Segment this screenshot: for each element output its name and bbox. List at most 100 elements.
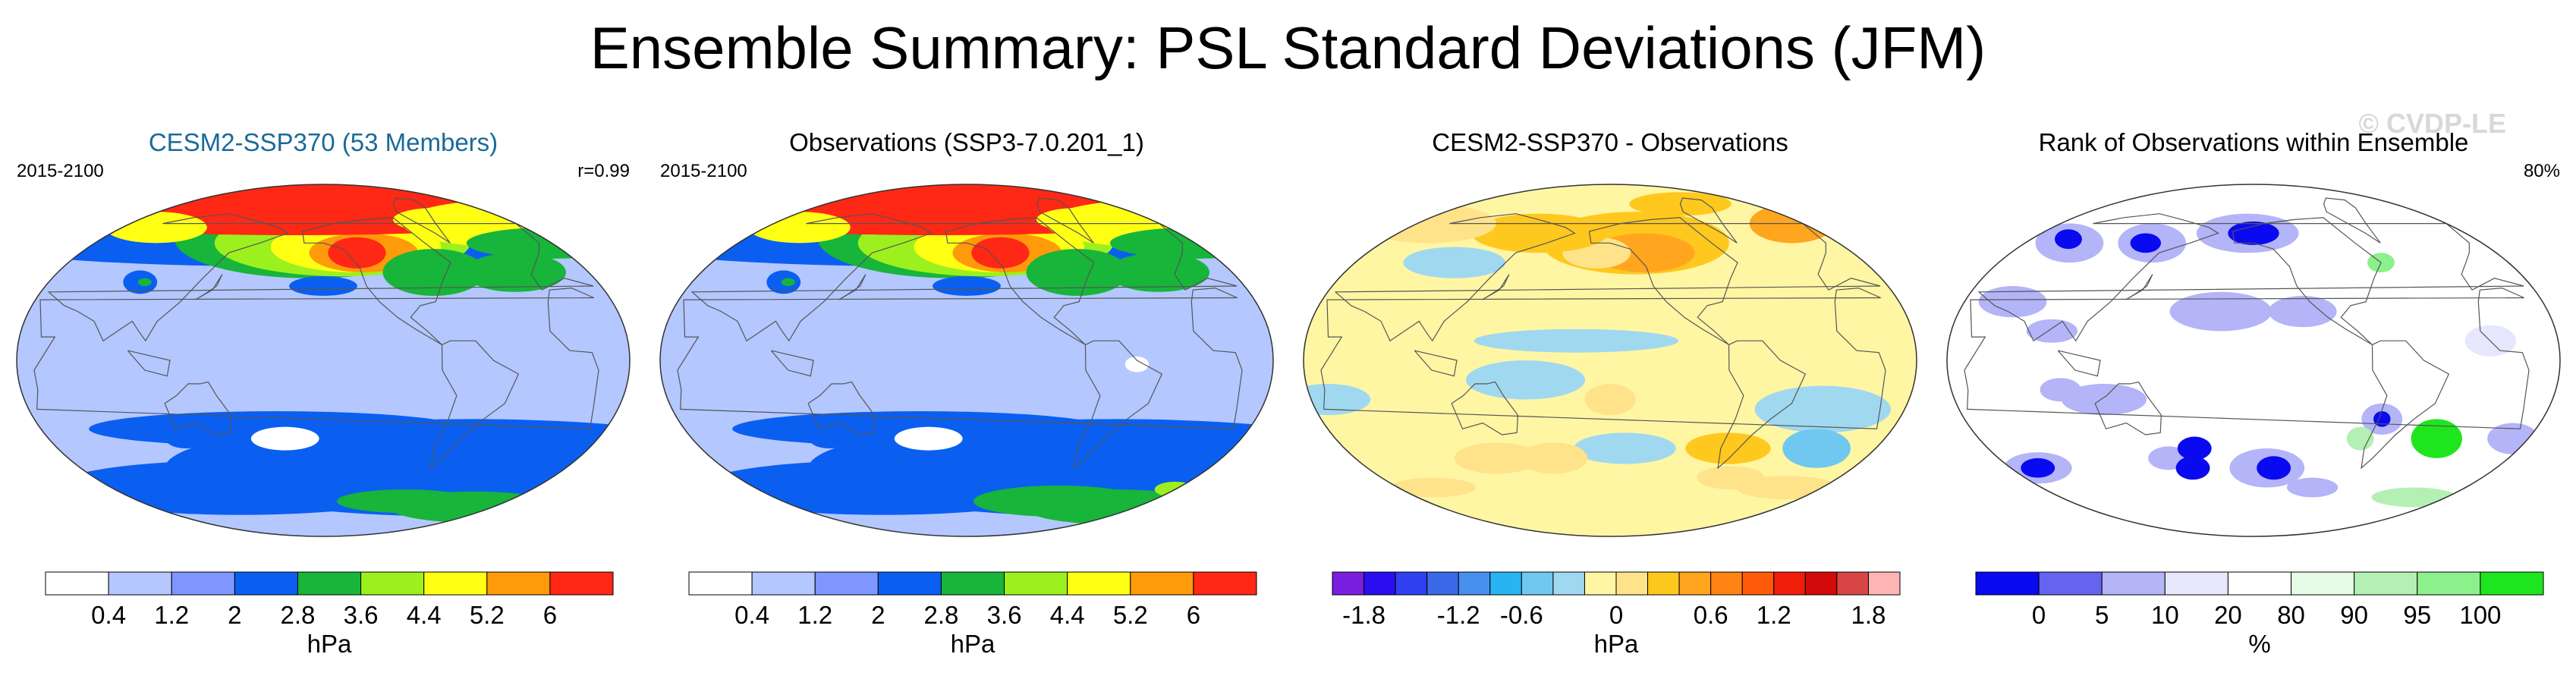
colorbar-box (877, 571, 942, 596)
contour-region (1107, 253, 1210, 292)
colorbar-box (1584, 571, 1617, 596)
panel-observations-std: Observations (SSP3-7.0.201_1) 2015-2100 … (645, 114, 1288, 675)
colorbar-tick-label: 6 (543, 601, 557, 629)
colorbar-box (1678, 571, 1712, 596)
map-field (1947, 184, 2560, 536)
contour-region (2130, 233, 2162, 253)
colorbar-box (1975, 571, 2040, 596)
colorbar-box (1332, 571, 1365, 596)
contour-region (1574, 432, 1676, 464)
colorbar-tick-label: 1.2 (1757, 601, 1791, 629)
colorbar-box (1395, 571, 1428, 596)
colorbar: 0 5 10 20 80 90 95 100% (1975, 571, 2544, 658)
coastline (1588, 217, 1738, 345)
coastline (1451, 381, 1519, 435)
period-label: 2015-2100 (660, 161, 747, 181)
colorbar-tick-label: 3.6 (987, 601, 1022, 629)
colorbar-box (1426, 571, 1459, 596)
coastline (1414, 350, 1458, 377)
coastline (2094, 381, 2162, 435)
contour-region (1782, 429, 1851, 468)
contour-region (781, 278, 795, 287)
panel-rank: Rank of Observations within Ensemble 80%… (1932, 114, 2575, 675)
colorbar-box (423, 571, 488, 596)
colorbar-tick-label: 1.2 (797, 601, 832, 629)
contour-region (105, 212, 207, 244)
colorbar: 0.4 1.2 2 2.8 3.6 4.4 5.2 6 hPa (688, 571, 1257, 658)
colorbar-tick-label: 95 (2403, 601, 2431, 629)
coastline (127, 350, 171, 377)
coastline (1964, 287, 2530, 429)
colorbar-tick-label: -0.6 (1500, 601, 1543, 629)
contour-region (2257, 456, 2291, 480)
map (16, 184, 631, 537)
coastline (1036, 197, 1094, 244)
contour-region (137, 278, 152, 287)
colorbar-tick-label: 100 (2459, 601, 2501, 629)
contour-region (2286, 477, 2339, 498)
figure-title: Ensemble Summary: PSL Standard Deviation… (590, 14, 1986, 81)
colorbar-box (2480, 571, 2544, 596)
contour-region (250, 426, 319, 451)
colorbar-tick-label: 5.2 (470, 601, 505, 629)
contour-region (288, 444, 493, 492)
contour-region (2021, 457, 2055, 478)
colorbar-box (1004, 571, 1068, 596)
colorbar-box (1193, 571, 1257, 596)
watermark: © CVDP-LE (2358, 108, 2506, 139)
contour-region (932, 444, 1137, 492)
contour-region (2061, 383, 2147, 416)
contour-region (2228, 221, 2279, 245)
colorbar-tick-label: 1.2 (154, 601, 189, 629)
contour-region (809, 429, 850, 448)
colorbar: -1.8 -1.2 -0.6 0 0.6 1.2 1.8 hPa (1332, 571, 1901, 658)
colorbar-tick-label: 2.8 (281, 601, 316, 629)
contour-region (382, 249, 486, 296)
colorbar-tick-label: 6 (1187, 601, 1200, 629)
coastline (164, 381, 232, 435)
colorbar-unit: % (2248, 630, 2270, 658)
contour-region (328, 237, 386, 269)
correlation-label: r=0.99 (577, 161, 630, 181)
coastline (33, 287, 599, 429)
coastline (1977, 213, 2524, 342)
period-label: 2015-2100 (17, 161, 104, 181)
contour-region (2026, 319, 2078, 343)
coastline (1074, 340, 1163, 470)
contour-region (2346, 426, 2374, 451)
colorbar-box (2354, 571, 2418, 596)
colorbar-box (2038, 571, 2103, 596)
coastline (2232, 217, 2382, 345)
colorbar-box (45, 571, 109, 596)
map-field (1304, 184, 1917, 536)
panel-ensemble-std: CESM2-SSP370 (53 Members) 2015-2100 r=0.… (2, 114, 645, 675)
map (1946, 184, 2561, 537)
colorbar-tick-label: 2 (228, 601, 241, 629)
colorbar-tick-label: 90 (2340, 601, 2368, 629)
contour-region (748, 212, 851, 244)
contour-region (1391, 477, 1477, 498)
colorbar-tick-label: 3.6 (344, 601, 379, 629)
coastline (1717, 340, 1807, 470)
colorbar-box (360, 571, 425, 596)
contour-region (1519, 442, 1588, 474)
colorbar-box (486, 571, 551, 596)
colorbar-box (1804, 571, 1838, 596)
colorbar-box (688, 571, 753, 596)
panel-title: CESM2-SSP370 - Observations (1432, 128, 1788, 156)
contour-region (1403, 247, 1506, 278)
colorbar-unit: hPa (307, 630, 352, 658)
contour-region (2373, 411, 2391, 427)
contour-region (2169, 291, 2272, 332)
contour-region (971, 237, 1030, 269)
coastline (2125, 274, 2153, 300)
contour-region (933, 276, 1001, 296)
colorbar-tick-label: 0.4 (91, 601, 126, 629)
colorbar-box (1130, 571, 1194, 596)
contour-region (464, 253, 567, 292)
panel-title: CESM2-SSP370 (53 Members) (148, 128, 499, 156)
map (1303, 184, 1917, 537)
coastline (945, 217, 1095, 345)
panel-title: Observations (SSP3-7.0.201_1) (789, 128, 1144, 156)
colorbar-box (2227, 571, 2292, 596)
